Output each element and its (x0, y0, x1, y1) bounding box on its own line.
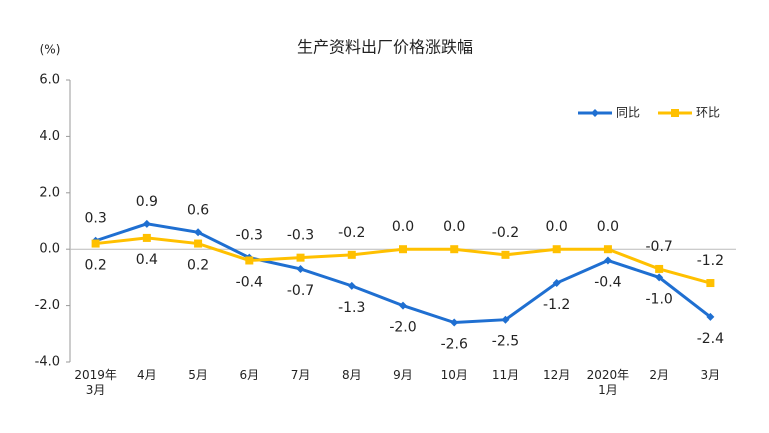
x-tick-label: 8月 (341, 368, 362, 382)
marker (552, 245, 561, 254)
x-tick-label: 2020年 1月 (586, 368, 630, 397)
marker (706, 279, 715, 288)
marker (194, 228, 203, 237)
marker (501, 315, 510, 324)
y-tick-label: 4.0 (39, 129, 60, 144)
marker (450, 245, 459, 254)
marker (142, 219, 151, 228)
marker (603, 256, 612, 265)
legend-label: 同比 (616, 106, 640, 120)
marker (296, 264, 305, 273)
marker (655, 273, 664, 282)
marker (347, 281, 356, 290)
chart-title: 生产资料出厂价格涨跌幅 (297, 38, 473, 57)
data-label: -0.3 (287, 228, 314, 244)
data-label: 0.0 (546, 219, 568, 235)
data-label: 0.0 (597, 219, 619, 235)
y-tick-label: 6.0 (39, 73, 60, 88)
legend-marker (671, 109, 679, 117)
y-axis-label: (%) (40, 43, 61, 57)
data-label: -1.2 (543, 297, 570, 313)
data-label: 0.0 (392, 219, 414, 235)
marker (501, 250, 510, 259)
y-tick-label: 2.0 (39, 185, 60, 200)
data-label: 0.9 (136, 194, 158, 210)
data-label: -1.0 (645, 291, 672, 307)
marker (603, 245, 612, 254)
marker (194, 239, 203, 248)
marker (347, 250, 356, 259)
x-tick-label: 4月 (137, 368, 157, 382)
data-label: -2.6 (441, 337, 468, 353)
data-label: 0.4 (136, 252, 158, 268)
x-tick-label: 2019年 3月 (74, 368, 117, 397)
marker (655, 264, 664, 273)
x-tick-label: 10月 (440, 368, 468, 382)
y-tick-label: 0.0 (39, 242, 60, 257)
legend-label: 环比 (696, 106, 720, 120)
x-tick-label: 6月 (239, 368, 260, 382)
y-tick-label: -4.0 (35, 355, 60, 370)
x-tick-label: 5月 (188, 368, 208, 382)
data-label: -0.4 (594, 274, 621, 290)
data-label: -1.3 (338, 300, 365, 316)
marker (399, 245, 407, 254)
marker (399, 301, 407, 310)
marker (296, 253, 305, 262)
marker (142, 233, 151, 242)
marker (245, 256, 254, 265)
x-tick-label: 7月 (290, 368, 311, 382)
data-label: -0.7 (287, 283, 314, 299)
x-tick-label: 3月 (700, 368, 721, 382)
data-label: -0.4 (236, 274, 263, 290)
data-label: -0.7 (645, 239, 672, 255)
x-tick-label: 9月 (393, 368, 413, 382)
data-label: -0.3 (236, 228, 263, 244)
legend-marker (591, 109, 599, 117)
data-label: 0.3 (84, 211, 106, 227)
data-label: -2.5 (492, 334, 519, 350)
data-label: 0.2 (84, 258, 106, 274)
data-label: -2.0 (389, 320, 416, 336)
marker (91, 239, 100, 248)
data-label: 0.0 (443, 219, 465, 235)
data-label: -1.2 (697, 253, 724, 269)
marker (450, 318, 459, 327)
x-tick-label: 12月 (543, 368, 571, 382)
x-tick-label: 11月 (491, 368, 520, 382)
data-label: -0.2 (338, 225, 365, 241)
marker (552, 279, 561, 288)
data-label: -2.4 (697, 331, 724, 347)
data-label: -0.2 (492, 225, 519, 241)
marker (706, 312, 715, 321)
x-tick-label: 2月 (649, 368, 669, 382)
data-label: 0.2 (187, 258, 209, 274)
y-tick-label: -2.0 (35, 298, 60, 313)
data-label: 0.6 (187, 202, 209, 218)
